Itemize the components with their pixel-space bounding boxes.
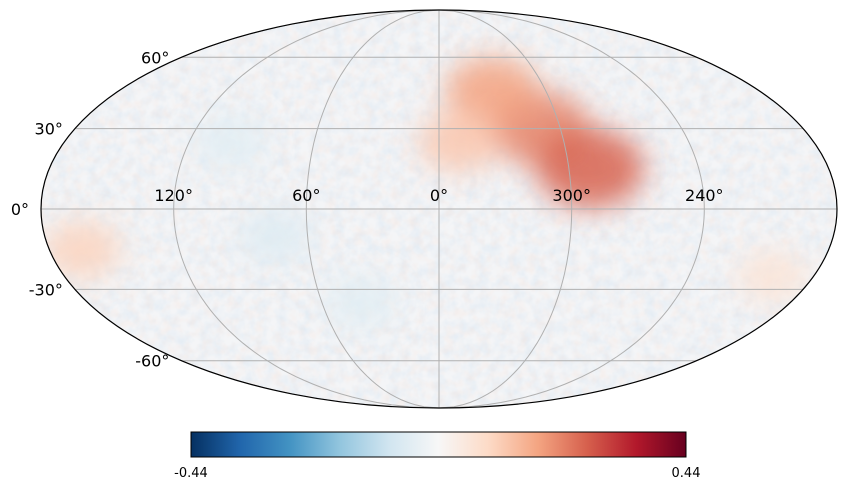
longitude-label: 300° [552, 186, 591, 205]
anomaly-feature [536, 128, 645, 208]
meridian-line [173, 10, 440, 408]
longitude-label: 240° [685, 186, 724, 205]
longitude-label: 120° [154, 186, 193, 205]
longitude-label: 0° [430, 186, 448, 205]
anomaly-feature [446, 56, 539, 126]
colorbar-gradient [190, 431, 687, 458]
colorbar: -0.44 0.44 [174, 431, 701, 481]
latitude-label: 60° [141, 48, 169, 67]
anomaly-feature [196, 116, 266, 167]
longitude-labels: 120° 60° 0° 300° 240° [154, 186, 723, 205]
anomaly-feature [42, 220, 121, 279]
meridian-line [305, 10, 440, 408]
map-field [41, 10, 837, 408]
latitude-label: 30° [35, 120, 63, 139]
colorbar-min-label: -0.44 [174, 466, 208, 481]
meridian-line [438, 10, 705, 408]
anomaly-feature [239, 210, 311, 263]
latitude-labels: 60° 30° 0° -30° -60° [11, 48, 170, 370]
longitude-label: 60° [292, 186, 320, 205]
anomaly-feature [326, 276, 396, 328]
colorbar-max-label: 0.44 [672, 466, 701, 481]
anomaly-feature [736, 250, 808, 303]
anomaly-feature [418, 111, 501, 172]
map-outline [40, 9, 838, 409]
meridian-line [438, 10, 573, 408]
latitude-label: 0° [11, 200, 29, 219]
latitude-label: -60° [135, 352, 169, 371]
latitude-label: -30° [29, 280, 63, 299]
